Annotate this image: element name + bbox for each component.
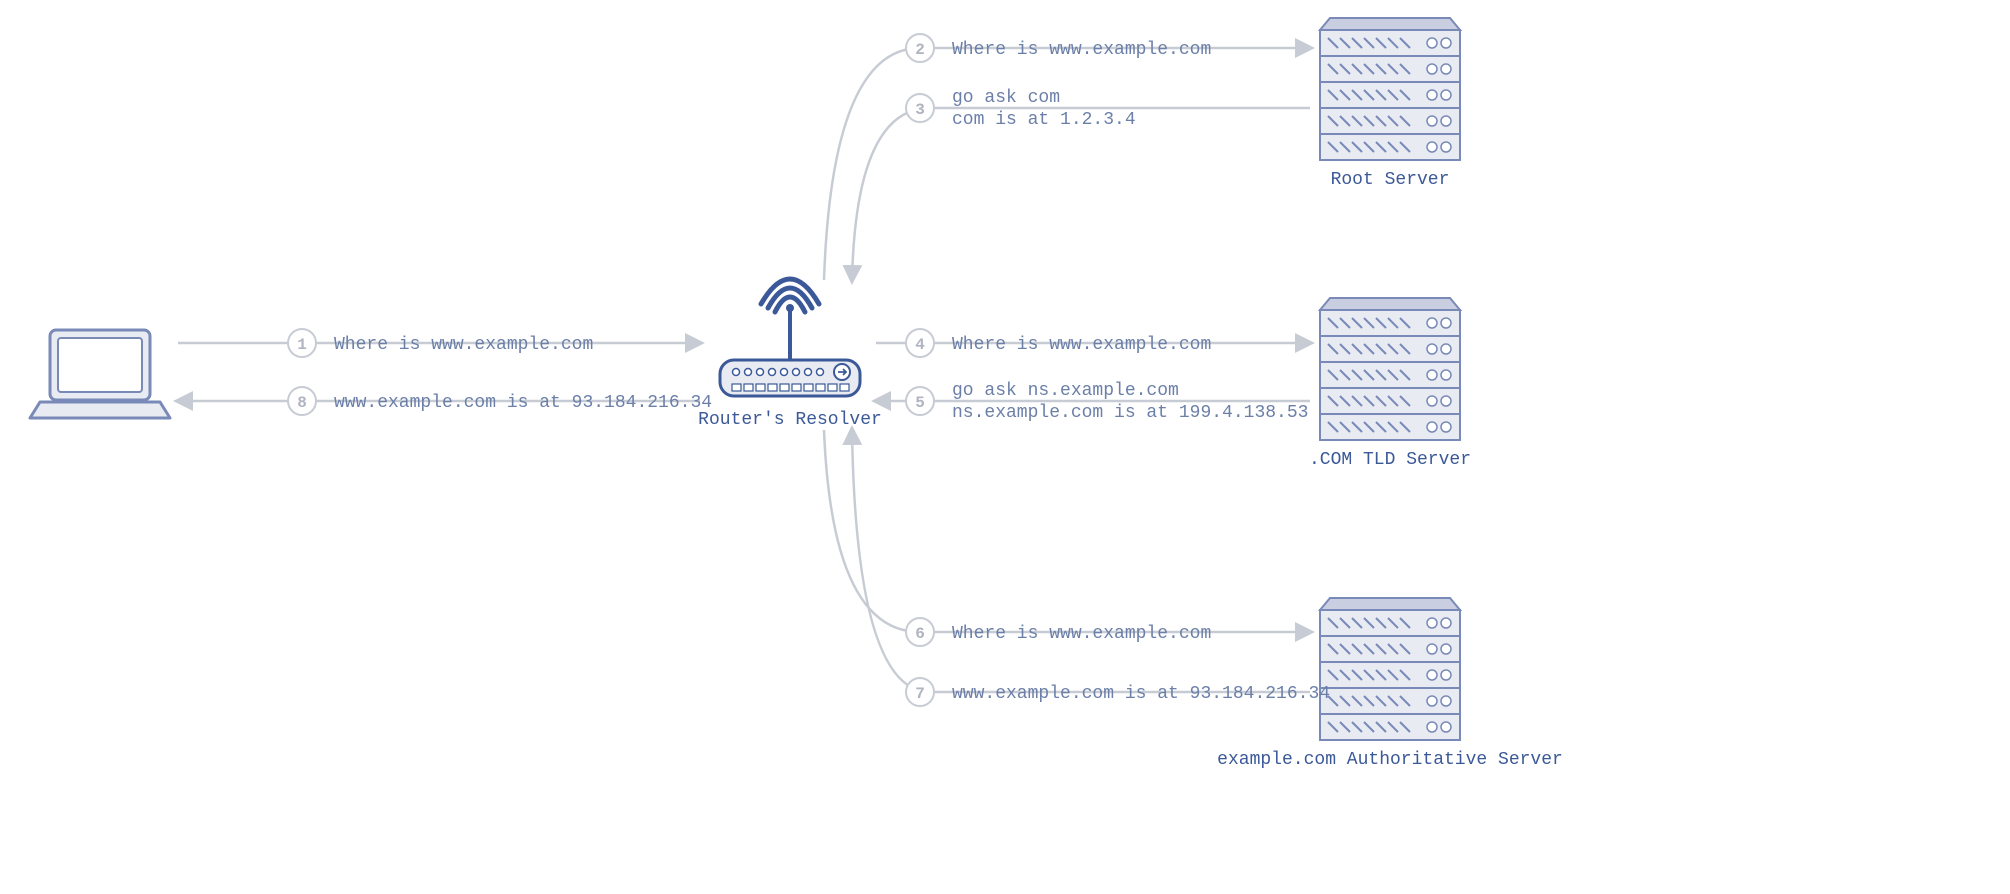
auth-server-icon — [1320, 598, 1460, 740]
step-5-text1: go ask ns.example.com — [952, 381, 1179, 401]
step-3-text2: com is at 1.2.3.4 — [952, 110, 1136, 130]
step-2-text: Where is www.example.com — [952, 40, 1211, 60]
arrow-6 — [824, 430, 1310, 632]
root-server-label: Root Server — [1331, 170, 1450, 190]
arrow-3 — [852, 108, 1310, 280]
step-8-text: www.example.com is at 93.184.216.34 — [334, 393, 712, 413]
laptop-icon — [30, 330, 170, 418]
resolver-label: Router's Resolver — [698, 410, 882, 430]
step-5-num: 5 — [915, 394, 925, 412]
tld-server-icon — [1320, 298, 1460, 440]
step-6-text: Where is www.example.com — [952, 624, 1211, 644]
router-icon — [720, 279, 860, 396]
dns-diagram: Router's Resolver — [0, 0, 2010, 894]
step-3-num: 3 — [915, 101, 925, 119]
step-3-text1: go ask com — [952, 88, 1060, 108]
step-7-text: www.example.com is at 93.184.216.34 — [952, 684, 1330, 704]
step-4-num: 4 — [915, 336, 925, 354]
auth-server-label: example.com Authoritative Server — [1217, 750, 1563, 770]
step-1-text: Where is www.example.com — [334, 335, 593, 355]
step-7-num: 7 — [915, 685, 925, 703]
arrow-2 — [824, 48, 1310, 280]
arrow-7 — [852, 430, 1310, 692]
step-1-num: 1 — [297, 336, 307, 354]
step-5-text2: ns.example.com is at 199.4.138.53 — [952, 403, 1308, 423]
step-8-num: 8 — [297, 394, 307, 412]
tld-server-label: .COM TLD Server — [1309, 450, 1471, 470]
step-6-num: 6 — [915, 625, 925, 643]
step-4-text: Where is www.example.com — [952, 335, 1211, 355]
step-2-num: 2 — [915, 41, 925, 59]
root-server-icon — [1320, 18, 1460, 160]
